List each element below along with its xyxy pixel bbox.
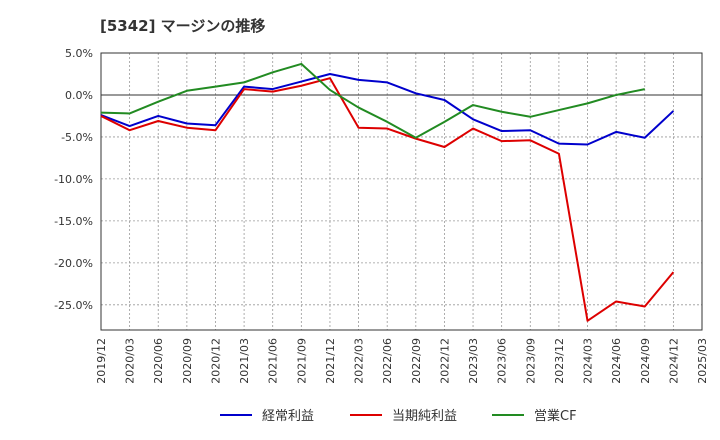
x-tick-label: 2020/09 [181, 338, 194, 384]
x-tick-label: 2023/03 [467, 338, 480, 384]
y-tick-label: 5.0% [65, 47, 93, 60]
series-line-2 [100, 62, 645, 139]
y-tick-label: -5.0% [61, 131, 93, 144]
x-tick-label: 2021/06 [267, 338, 280, 384]
x-tick-label: 2024/12 [667, 338, 680, 384]
x-tick-label: 2024/03 [582, 338, 595, 384]
chart-title: [5342] マージンの推移 [100, 17, 266, 35]
x-tick-label: 2023/09 [524, 338, 537, 384]
x-tick-label: 2019/12 [95, 338, 108, 384]
x-tick-label: 2023/06 [496, 338, 509, 384]
x-tick-label: 2020/12 [209, 338, 222, 384]
series-line-1 [100, 77, 675, 322]
legend-label-0: 経常利益 [262, 409, 314, 424]
x-tick-label: 2023/12 [553, 338, 566, 384]
plot-border [100, 52, 703, 331]
x-tick-label: 2022/12 [438, 338, 451, 384]
x-tick-label: 2021/09 [295, 338, 308, 384]
y-tick-label: -25.0% [54, 299, 93, 312]
y-tick-label: -10.0% [54, 173, 93, 186]
x-tick-label: 2021/03 [238, 338, 251, 384]
x-tick-label: 2020/03 [124, 338, 137, 384]
x-tick-label: 2024/09 [639, 338, 652, 384]
x-tick-label: 2021/12 [324, 338, 337, 384]
x-tick-label: 2022/09 [410, 338, 423, 384]
legend-label-1: 当期純利益 [392, 409, 457, 424]
x-tick-label: 2025/03 [696, 338, 709, 384]
x-tick-label: 2022/06 [381, 338, 394, 384]
y-tick-label: -15.0% [54, 215, 93, 228]
y-tick-label: -20.0% [54, 257, 93, 270]
x-tick-label: 2022/03 [353, 338, 366, 384]
legend-label-2: 営業CF [534, 408, 577, 424]
series-line-0 [100, 72, 675, 146]
x-tick-label: 2024/06 [610, 338, 623, 384]
y-tick-label: 0.0% [65, 89, 93, 102]
x-tick-label: 2020/06 [152, 338, 165, 384]
